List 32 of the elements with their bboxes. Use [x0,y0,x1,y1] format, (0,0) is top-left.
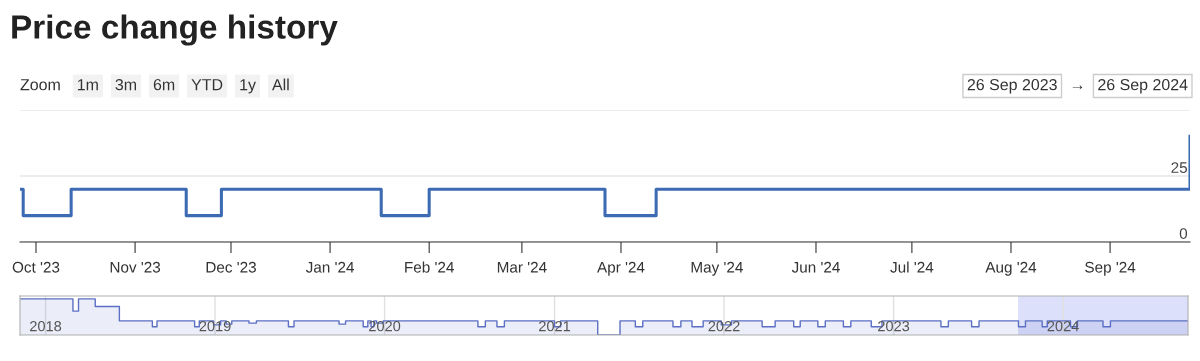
x-tick-label: Apr '24 [597,261,645,276]
x-tick-label: 2018 [30,321,62,332]
x-tick-label: 2023 [878,321,910,332]
x-tick-label: May '24 [691,261,743,276]
text: 26 Sep 2023 [967,78,1057,94]
x-tick-label: Jun '24 [791,261,840,273]
x-tick-label: Oct '23 [12,261,60,273]
text: 1y [240,79,256,94]
x-tick-label: Feb '24 [405,261,454,273]
chart-title: Price change history [12,14,338,46]
text: 1m [77,79,98,91]
y-tick-label: 25 [1171,162,1188,173]
x-tick-label: Sep '24 [1085,261,1136,276]
text: All [272,78,289,91]
x-tick-label: Dec '23 [206,261,256,273]
x-tick-label: 2019 [199,321,231,332]
x-tick-label: Jul '24 [890,261,934,273]
x-tick-label: Aug '24 [985,261,1037,276]
x-tick-label: 2020 [369,321,401,332]
x-tick-label: Jan '24 [305,261,355,273]
x-tick-label: 2024 [1047,321,1079,332]
text: YTD [191,79,223,91]
y-tick-label: 0 [1179,228,1188,239]
x-tick-label: 2022 [708,321,740,332]
text: → [1072,85,1083,90]
x-tick-label: Mar '24 [497,261,547,273]
text: Zoom [20,79,60,91]
x-tick-label: 2021 [539,321,571,332]
x-tick-label: Nov '23 [110,261,161,273]
text: 6m [153,78,175,91]
text: 26 Sep 2024 [1098,78,1188,94]
text: 3m [115,78,137,91]
